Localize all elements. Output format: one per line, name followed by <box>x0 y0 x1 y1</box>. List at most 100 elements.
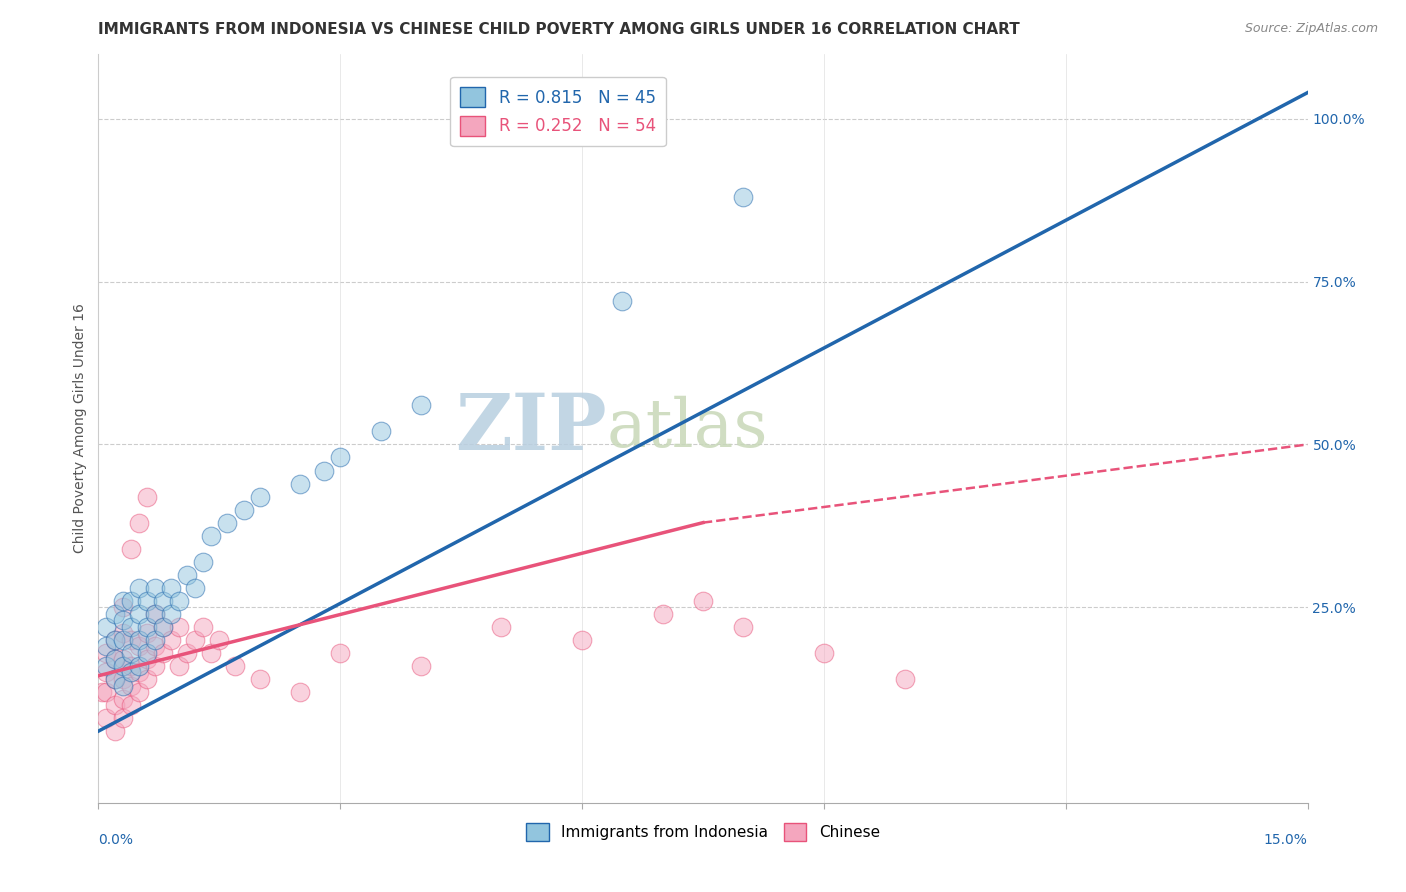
Point <box>160 632 183 647</box>
Point <box>111 632 134 647</box>
Point <box>193 555 215 569</box>
Point <box>103 652 125 666</box>
Text: 15.0%: 15.0% <box>1264 833 1308 847</box>
Point <box>128 516 150 530</box>
Point <box>143 581 166 595</box>
Point <box>111 652 134 666</box>
Point <box>143 607 166 621</box>
Point <box>329 646 352 660</box>
Point <box>288 476 311 491</box>
Point <box>128 659 150 673</box>
Point <box>111 691 134 706</box>
Point <box>135 652 157 666</box>
Text: IMMIGRANTS FROM INDONESIA VS CHINESE CHILD POVERTY AMONG GIRLS UNDER 16 CORRELAT: IMMIGRANTS FROM INDONESIA VS CHINESE CHI… <box>98 22 1021 37</box>
Point <box>96 620 118 634</box>
Point <box>135 646 157 660</box>
Point <box>135 490 157 504</box>
Point <box>111 626 134 640</box>
Legend: Immigrants from Indonesia, Chinese: Immigrants from Indonesia, Chinese <box>520 817 886 847</box>
Point <box>103 672 125 686</box>
Point <box>249 672 271 686</box>
Point <box>91 685 114 699</box>
Point <box>651 607 673 621</box>
Point <box>167 594 190 608</box>
Point <box>176 567 198 582</box>
Point <box>111 594 134 608</box>
Point <box>96 711 118 725</box>
Point <box>120 659 142 673</box>
Point <box>167 620 190 634</box>
Point <box>692 594 714 608</box>
Point <box>160 581 183 595</box>
Point <box>128 607 150 621</box>
Point <box>96 685 118 699</box>
Point <box>120 620 142 634</box>
Point <box>152 620 174 634</box>
Point <box>103 607 125 621</box>
Point <box>103 632 125 647</box>
Point <box>249 490 271 504</box>
Point <box>103 652 125 666</box>
Point <box>409 398 432 412</box>
Point <box>111 659 134 673</box>
Point <box>103 698 125 712</box>
Point <box>143 632 166 647</box>
Point <box>96 665 118 680</box>
Point <box>176 646 198 660</box>
Point <box>120 594 142 608</box>
Point <box>120 632 142 647</box>
Point <box>409 659 432 673</box>
Point <box>135 626 157 640</box>
Point <box>135 594 157 608</box>
Point <box>128 665 150 680</box>
Point <box>733 190 755 204</box>
Point <box>491 620 513 634</box>
Point <box>193 620 215 634</box>
Point <box>96 646 118 660</box>
Point <box>200 529 222 543</box>
Point <box>232 502 254 516</box>
Point <box>184 632 207 647</box>
Text: atlas: atlas <box>606 395 768 461</box>
Point <box>103 632 125 647</box>
Point <box>733 620 755 634</box>
Point <box>893 672 915 686</box>
Point <box>571 632 593 647</box>
Point <box>111 672 134 686</box>
Point <box>103 724 125 739</box>
Y-axis label: Child Poverty Among Girls Under 16: Child Poverty Among Girls Under 16 <box>73 303 87 553</box>
Point <box>120 679 142 693</box>
Point <box>120 541 142 556</box>
Point <box>152 620 174 634</box>
Point <box>813 646 835 660</box>
Point <box>120 698 142 712</box>
Point <box>200 646 222 660</box>
Point <box>128 640 150 654</box>
Text: ZIP: ZIP <box>454 390 606 467</box>
Text: 0.0%: 0.0% <box>98 833 134 847</box>
Point <box>208 632 231 647</box>
Point <box>612 294 634 309</box>
Point <box>143 640 166 654</box>
Point <box>135 672 157 686</box>
Point <box>111 613 134 627</box>
Point <box>143 607 166 621</box>
Point <box>111 711 134 725</box>
Point <box>329 450 352 465</box>
Point <box>111 600 134 615</box>
Point <box>120 646 142 660</box>
Point <box>314 463 336 477</box>
Point <box>135 620 157 634</box>
Point <box>143 659 166 673</box>
Point <box>152 646 174 660</box>
Point <box>96 640 118 654</box>
Point <box>152 594 174 608</box>
Point <box>167 659 190 673</box>
Point <box>288 685 311 699</box>
Point <box>103 672 125 686</box>
Point <box>128 632 150 647</box>
Point <box>128 685 150 699</box>
Point <box>120 665 142 680</box>
Point <box>184 581 207 595</box>
Point <box>217 516 239 530</box>
